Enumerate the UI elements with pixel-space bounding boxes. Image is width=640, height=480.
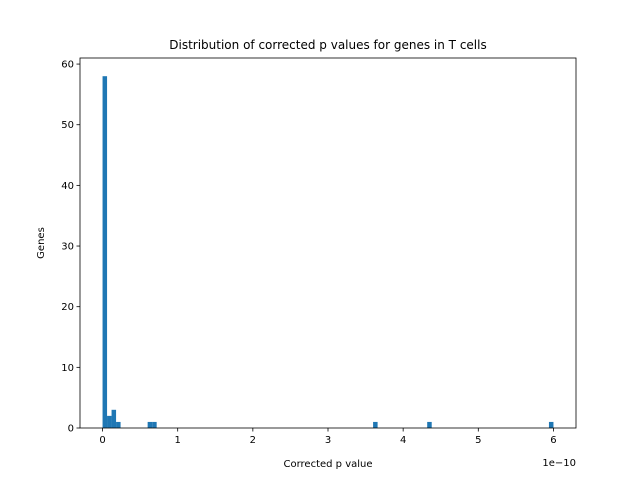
histogram-bar-0 bbox=[102, 76, 108, 428]
x-tick-label: 1 bbox=[175, 435, 181, 446]
x-axis-label: Corrected p value bbox=[283, 459, 372, 470]
y-axis-ticks: 0 10 20 30 40 50 60 bbox=[61, 60, 80, 435]
x-tick-label: 4 bbox=[400, 435, 406, 446]
bars-group bbox=[102, 76, 554, 428]
histogram-bar-5 bbox=[152, 421, 157, 428]
x-tick-label: 0 bbox=[99, 435, 105, 446]
histogram-bar-2 bbox=[111, 409, 117, 428]
x-axis-ticks: 0 1 2 3 4 5 6 bbox=[99, 428, 557, 446]
x-axis-offset-text: 1e−10 bbox=[542, 458, 576, 469]
histogram-bar-3 bbox=[116, 421, 121, 428]
histogram-bar-8 bbox=[548, 421, 554, 428]
x-tick-label: 6 bbox=[550, 435, 556, 446]
x-tick-label: 2 bbox=[250, 435, 256, 446]
y-tick-label: 60 bbox=[61, 60, 74, 71]
y-tick-label: 20 bbox=[61, 302, 74, 313]
histogram-bar-7 bbox=[427, 421, 432, 428]
y-tick-label: 50 bbox=[61, 120, 74, 131]
histogram-bar-6 bbox=[373, 421, 378, 428]
histogram-bar-4 bbox=[147, 421, 153, 428]
y-axis-label: Genes bbox=[36, 227, 47, 259]
y-tick-label: 10 bbox=[61, 363, 74, 374]
chart-title: Distribution of corrected p values for g… bbox=[169, 38, 486, 52]
y-tick-label: 30 bbox=[61, 242, 74, 253]
y-tick-label: 40 bbox=[61, 181, 74, 192]
x-tick-label: 3 bbox=[325, 435, 331, 446]
y-tick-label: 0 bbox=[68, 424, 74, 435]
x-tick-label: 5 bbox=[475, 435, 481, 446]
histogram-bar-1 bbox=[107, 415, 112, 428]
plot-frame bbox=[79, 57, 577, 429]
